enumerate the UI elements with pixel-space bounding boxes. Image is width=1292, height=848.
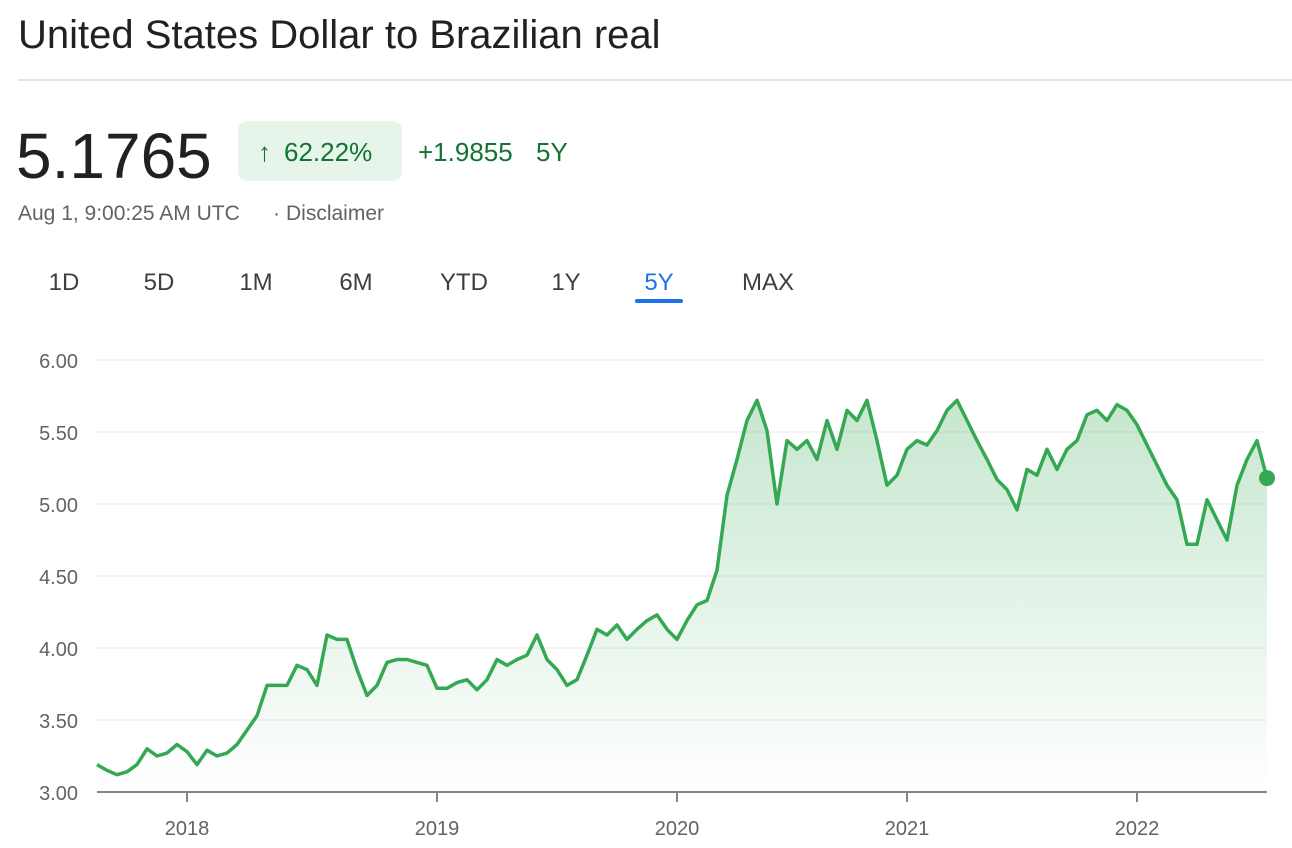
disclaimer[interactable]: Disclaimer xyxy=(286,202,384,225)
tab[interactable]: 1Y xyxy=(551,269,580,296)
tab[interactable]: YTD xyxy=(440,269,488,296)
title: United States Dollar to Brazilian real xyxy=(18,13,661,57)
separator: · xyxy=(273,202,280,225)
arrow-up: ↑ xyxy=(258,137,271,167)
tab[interactable]: MAX xyxy=(742,269,794,296)
timestamp: Aug 1, 9:00:25 AM UTC xyxy=(18,202,240,225)
price: 5.1765 xyxy=(16,120,212,192)
change-badge xyxy=(238,121,402,181)
change-period: 5Y xyxy=(536,137,568,167)
tab[interactable]: 6M xyxy=(339,269,372,296)
x-tick-label: 2018 xyxy=(165,818,210,840)
y-tick-label: 3.00 xyxy=(39,783,78,805)
area xyxy=(97,400,1267,792)
y-tick-label: 5.00 xyxy=(39,495,78,517)
change-percent: 62.22% xyxy=(284,137,372,167)
tab[interactable]: 5D xyxy=(144,269,175,296)
last-point xyxy=(1259,470,1275,487)
change-value: +1.9855 xyxy=(418,137,513,167)
y-tick-label: 4.50 xyxy=(39,567,78,589)
x-tick-label: 2021 xyxy=(885,818,930,840)
y-tick-label: 3.50 xyxy=(39,711,78,733)
x-tick-label: 2022 xyxy=(1115,818,1160,840)
x-tick-label: 2019 xyxy=(415,818,460,840)
x-tick-label: 2020 xyxy=(655,818,700,840)
line xyxy=(96,398,1269,777)
tab[interactable]: 1D xyxy=(49,269,80,296)
y-tick-label: 6.00 xyxy=(39,351,78,373)
tab[interactable]: 1M xyxy=(239,269,272,296)
tab-underline xyxy=(635,299,683,303)
y-tick-label: 4.00 xyxy=(39,639,78,661)
tab[interactable]: 5Y xyxy=(644,269,673,296)
y-tick-label: 5.50 xyxy=(39,423,78,445)
